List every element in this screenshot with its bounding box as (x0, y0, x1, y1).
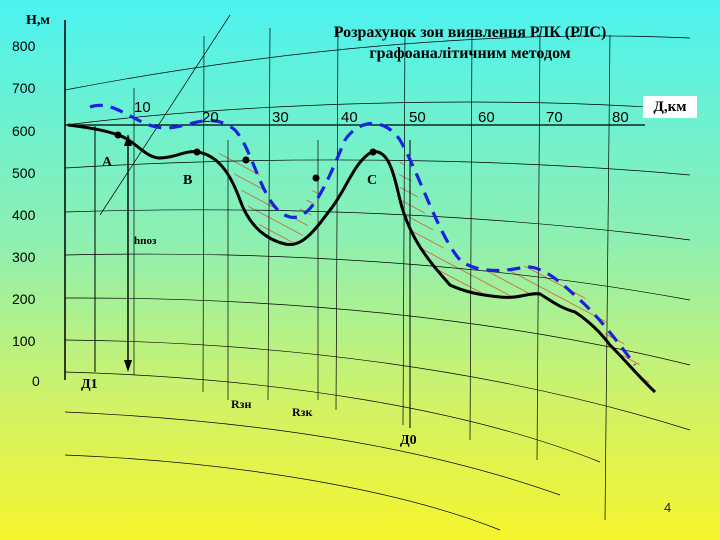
point-c-label: С (367, 173, 377, 188)
x-tick: 80 (612, 109, 629, 126)
x-ticks: 10 20 30 40 50 60 70 80 (134, 99, 629, 126)
y-tick: 0 (32, 373, 40, 389)
h-poz-label: hпоз (134, 235, 157, 247)
point-a-label: А (102, 155, 113, 170)
title-line-1: Розрахунок зон виявлення РЛК (РЛС) (333, 24, 607, 41)
grid-curve (64, 35, 691, 91)
page-number: 4 (664, 500, 672, 515)
point-c-marker (369, 148, 377, 156)
y-tick: 100 (12, 333, 36, 349)
y-tick: 200 (12, 291, 36, 307)
y-tick: 400 (12, 207, 36, 223)
grid-vertical (267, 27, 271, 401)
grid-verticals (99, 14, 611, 521)
d0-label: Д0 (400, 433, 417, 448)
visibility-line (89, 103, 637, 366)
y-axis-label: Н,м (26, 13, 50, 28)
grid-vertical (335, 27, 339, 411)
grid-vertical (604, 34, 611, 521)
page-title: Розрахунок зон виявлення РЛК (РЛС) графо… (300, 22, 640, 64)
grid-curve (64, 209, 691, 241)
grid-curve (64, 253, 691, 301)
title-line-2: графоаналітичним методом (369, 45, 571, 62)
grid-vertical (536, 32, 541, 461)
y-tick: 600 (12, 123, 36, 139)
x-tick: 50 (409, 109, 426, 126)
x-tick: 20 (202, 109, 219, 126)
x-tick: 70 (546, 109, 563, 126)
grid-curve (64, 339, 691, 431)
y-ticks: 800 700 600 500 400 300 200 100 0 (12, 38, 40, 389)
x-tick: 30 (272, 109, 289, 126)
grid-curve (64, 411, 561, 496)
d1-label: Д1 (81, 377, 98, 392)
grid-curves (64, 35, 691, 531)
grid-vertical (469, 29, 473, 441)
y-tick: 800 (12, 38, 36, 54)
rzn-label: Rзн (231, 397, 251, 411)
h-poz-arrowhead-bottom (124, 360, 132, 372)
point-b2-marker (242, 156, 250, 164)
grid-vertical (99, 14, 231, 216)
y-tick: 500 (12, 165, 36, 181)
y-tick: 300 (12, 249, 36, 265)
terrain-profile (67, 123, 657, 394)
grid-curve (64, 454, 501, 531)
shadow-zone-1 (197, 152, 318, 244)
grid-curve (64, 371, 601, 463)
grid-vertical (402, 29, 406, 426)
grid-curve (64, 159, 691, 176)
x-tick: 60 (478, 109, 495, 126)
point-a-marker (114, 131, 122, 139)
x-tick: 10 (134, 99, 151, 116)
rzk-label: Rзк (292, 405, 312, 419)
point-b-marker (193, 148, 201, 156)
y-tick: 700 (12, 80, 36, 96)
x-axis-label: Д,км (643, 96, 697, 118)
point-b-label: В (183, 173, 192, 188)
shadow-zone-2 (399, 152, 655, 392)
grid-curve (64, 297, 691, 366)
grid-vertical (202, 35, 205, 393)
point-c1-marker (312, 174, 320, 182)
grid-curve (64, 101, 691, 126)
x-tick: 40 (341, 109, 358, 126)
